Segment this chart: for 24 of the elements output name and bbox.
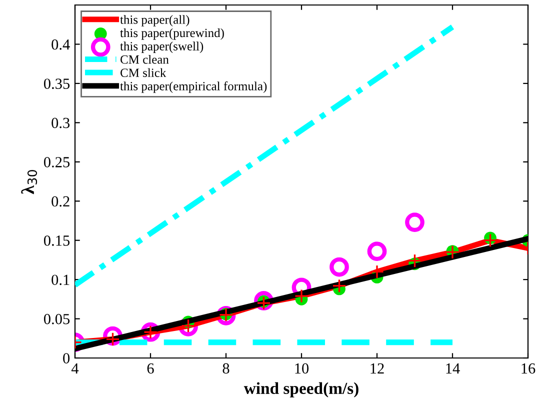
y-tick-label: 0.3: [52, 118, 70, 128]
y-tick-label: 0.05: [44, 314, 70, 324]
legend-label: this paper(swell): [120, 42, 204, 53]
legend-label: CM clean: [120, 54, 169, 64]
x-tick-label: 4: [71, 363, 79, 374]
y-tick-label: 0.15: [44, 235, 70, 246]
y-tick-label: 0.1: [52, 274, 70, 286]
x-tick-label: 14: [446, 363, 460, 374]
x-tick-label: 6: [147, 363, 154, 374]
legend-label: this paper(purewind): [120, 28, 224, 40]
x-tick-label: 10: [295, 363, 309, 374]
legend-label: this paper(empirical formula): [120, 81, 267, 93]
legend-label: this paper(all): [120, 15, 190, 26]
y-tick-label: 0.2: [52, 196, 70, 207]
y-tick-label: 0.35: [44, 78, 70, 89]
y-tick-label: 0.4: [52, 39, 70, 50]
y-tick-label: 0.25: [44, 157, 70, 168]
x-tick-label: 12: [370, 363, 384, 374]
x-axis-title: wind speed(m/s): [244, 382, 358, 398]
legend-label: CM slick: [120, 68, 166, 78]
x-tick-label: 16: [522, 363, 536, 374]
y-tick-label: 0: [63, 353, 70, 364]
x-tick-label: 8: [222, 363, 230, 374]
y-axis-title: λ$_{30}$: [21, 170, 38, 194]
